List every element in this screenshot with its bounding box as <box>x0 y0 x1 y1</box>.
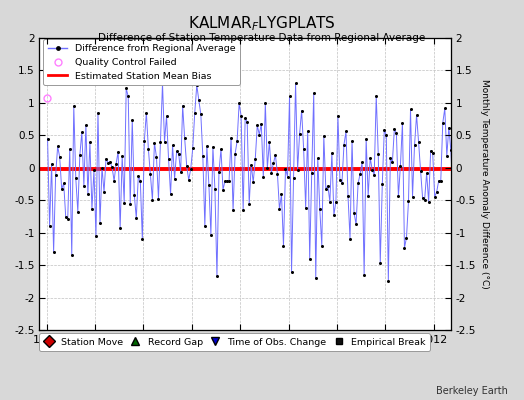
Y-axis label: Monthly Temperature Anomaly Difference (°C): Monthly Temperature Anomaly Difference (… <box>480 79 489 289</box>
Legend: Station Move, Record Gap, Time of Obs. Change, Empirical Break: Station Move, Record Gap, Time of Obs. C… <box>39 333 430 351</box>
Text: Berkeley Earth: Berkeley Earth <box>436 386 508 396</box>
Text: Difference of Station Temperature Data from Regional Average: Difference of Station Temperature Data f… <box>99 33 425 43</box>
Text: KALMAR$_F$LYGPLATS: KALMAR$_F$LYGPLATS <box>188 14 336 33</box>
